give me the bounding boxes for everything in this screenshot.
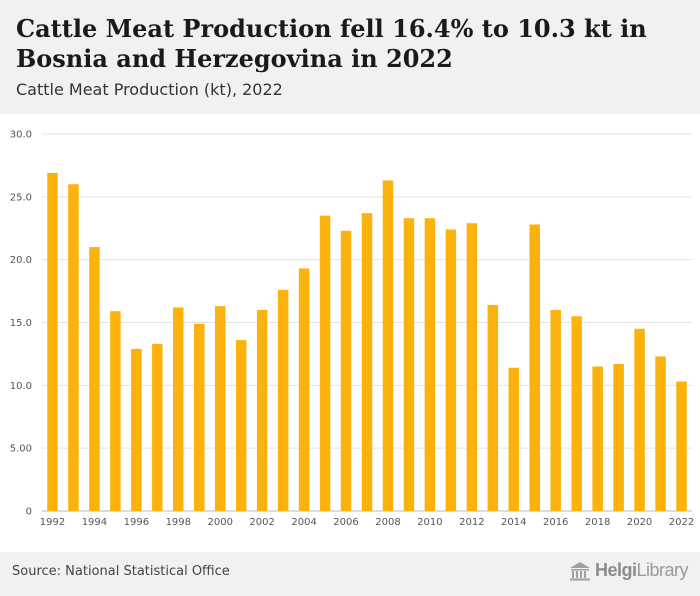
- y-tick-label: 15.0: [10, 318, 32, 329]
- header: Cattle Meat Production fell 16.4% to 10.…: [0, 0, 700, 114]
- bars: [47, 172, 687, 512]
- x-tick-label: 2020: [627, 517, 652, 528]
- bar-1993[interactable]: [68, 184, 79, 511]
- bar-2001[interactable]: [235, 340, 247, 511]
- page-title: Cattle Meat Production fell 16.4% to 10.…: [16, 14, 647, 73]
- bar-1999[interactable]: [194, 323, 205, 511]
- x-tick-label: 2006: [333, 517, 358, 528]
- y-axis-ticks: 0 5.00 10.0 15.0 20.0 25.0 30.0: [10, 130, 32, 518]
- bar-2015[interactable]: [529, 224, 540, 511]
- bar-2012[interactable]: [466, 223, 478, 511]
- bar-2014[interactable]: [508, 367, 520, 511]
- x-tick-label: 2000: [207, 517, 232, 528]
- bar-2022[interactable]: [676, 381, 687, 511]
- bar-2016[interactable]: [550, 309, 561, 511]
- library-building-icon: [569, 561, 590, 580]
- x-tick-label: 2014: [501, 517, 526, 528]
- x-tick-label: 2018: [585, 517, 610, 528]
- bar-1997[interactable]: [152, 343, 163, 511]
- brand-name: HelgiLibrary: [594, 560, 689, 580]
- bar-2004[interactable]: [298, 268, 310, 511]
- y-tick-label: 30.0: [10, 130, 32, 141]
- bar-1994[interactable]: [89, 247, 100, 511]
- bar-2019[interactable]: [613, 363, 624, 511]
- footer: Source: National Statistical Office Helg…: [0, 552, 700, 596]
- y-tick-label: 0: [26, 507, 32, 518]
- bar-1995[interactable]: [110, 311, 121, 511]
- chart-area: 0 5.00 10.0 15.0 20.0 25.0 30.0 1992 1994 1996 19…: [0, 114, 700, 544]
- bar-2007[interactable]: [361, 213, 373, 512]
- y-tick-label: 25.0: [10, 192, 32, 203]
- x-tick-label: 2016: [543, 517, 568, 528]
- x-tick-label: 2004: [291, 517, 316, 528]
- bar-2008[interactable]: [382, 180, 394, 511]
- bar-2000[interactable]: [214, 306, 226, 511]
- bar-2006[interactable]: [340, 230, 352, 511]
- x-tick-label: 1998: [166, 517, 191, 528]
- bar-2020[interactable]: [634, 328, 645, 511]
- y-tick-label: 10.0: [10, 381, 32, 392]
- x-tick-label: 1996: [124, 517, 149, 528]
- source-note: Source: National Statistical Office: [12, 564, 230, 579]
- x-tick-label: 1994: [82, 517, 107, 528]
- bar-2009[interactable]: [403, 218, 415, 511]
- y-tick-label: 20.0: [10, 255, 32, 266]
- x-tick-label: 2022: [669, 517, 694, 528]
- bar-2013[interactable]: [487, 304, 499, 511]
- bar-2002[interactable]: [256, 309, 268, 511]
- y-tick-label: 5.00: [10, 444, 32, 455]
- x-axis-ticks: 1992 1994 1996 1998 2000 2002 2004 2006 2008 2010…: [40, 517, 694, 528]
- x-tick-label: 2002: [249, 517, 274, 528]
- bar-1998[interactable]: [173, 307, 184, 511]
- bar-2011[interactable]: [445, 229, 457, 512]
- bar-1996[interactable]: [131, 348, 142, 511]
- x-tick-label: 2012: [459, 517, 484, 528]
- chart-subtitle: Cattle Meat Production (kt), 2022: [16, 80, 283, 99]
- x-tick-label: 1992: [40, 517, 65, 528]
- bar-2003[interactable]: [277, 289, 289, 511]
- bar-2017[interactable]: [571, 316, 582, 511]
- brand-logo[interactable]: HelgiLibrary: [569, 560, 688, 581]
- bar-2021[interactable]: [655, 356, 666, 511]
- bar-1992[interactable]: [47, 172, 58, 511]
- bar-2005[interactable]: [319, 215, 331, 511]
- x-tick-label: 2010: [417, 517, 442, 528]
- bar-2010[interactable]: [424, 218, 436, 511]
- bar-2018[interactable]: [592, 366, 603, 511]
- x-tick-label: 2008: [375, 517, 400, 528]
